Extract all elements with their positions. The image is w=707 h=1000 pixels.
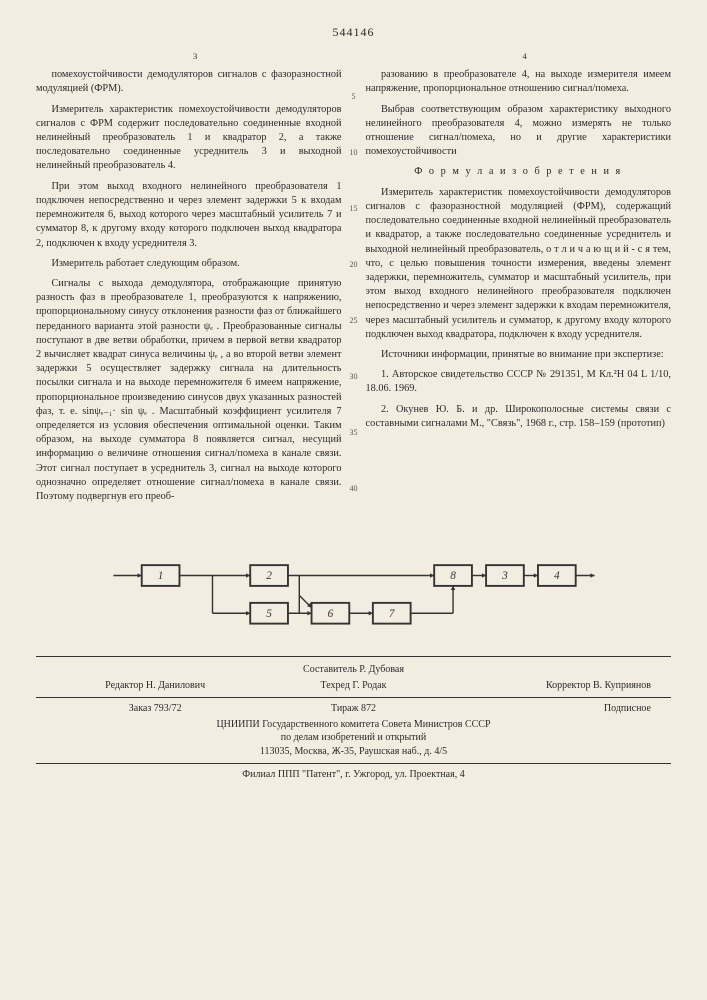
doc-number: 544146	[36, 24, 671, 41]
org-line2: по делам изобретений и открытий	[36, 731, 671, 745]
svg-text:4: 4	[554, 570, 560, 582]
para: При этом выход входного нелинейного прео…	[36, 180, 342, 251]
line-num: 15	[350, 203, 358, 214]
line-num: 40	[350, 483, 358, 494]
para: 2. Окунев Ю. Б. и др. Широкополосные сис…	[366, 403, 672, 431]
footer: Составитель Р. Дубовая Редактор Н. Данил…	[36, 656, 671, 782]
para: 1. Авторское свидетельство СССР № 291351…	[366, 368, 672, 396]
right-column: 4 разованию в преобразователе 4, на выхо…	[366, 51, 672, 511]
compiler: Составитель Р. Дубовая	[36, 663, 671, 677]
subscription: Подписное	[453, 702, 651, 716]
svg-text:8: 8	[450, 570, 456, 582]
line-num: 10	[350, 147, 358, 158]
para: помехоустойчивости демодуляторов сигнало…	[36, 68, 342, 96]
line-num: 30	[350, 371, 358, 382]
para: Измеритель работает следующим образом.	[36, 257, 342, 271]
address1: 113035, Москва, Ж-35, Раушская наб., д. …	[36, 745, 671, 759]
line-num: 5	[352, 91, 356, 102]
columns-wrapper: 5 10 15 20 25 30 35 40 3 помехоустойчиво…	[36, 51, 671, 511]
block-diagram: 1 2 5 6 7 8 3 4	[104, 524, 604, 644]
order: Заказ 793/72	[56, 702, 254, 716]
circulation: Тираж 872	[254, 702, 452, 716]
svg-text:7: 7	[388, 608, 395, 620]
tech: Техред Г. Родак	[254, 679, 452, 693]
svg-text:3: 3	[501, 570, 508, 582]
col-number-right: 4	[366, 51, 672, 63]
formula-heading: Ф о р м у л а и з о б р е т е н и я	[366, 165, 672, 179]
corrector: Корректор В. Куприянов	[453, 679, 651, 693]
para: Выбрав соответствующим образом характери…	[366, 103, 672, 160]
para: Источники информации, принятые во вниман…	[366, 348, 672, 362]
editor: Редактор Н. Данилович	[56, 679, 254, 693]
left-column: 3 помехоустойчивости демодуляторов сигна…	[36, 51, 342, 511]
org-line1: ЦНИИПИ Государственного комитета Совета …	[36, 718, 671, 732]
para: Сигналы с выхода демодулятора, отображаю…	[36, 277, 342, 504]
address2: Филиал ППП "Патент", г. Ужгород, ул. Про…	[36, 768, 671, 782]
col-number-left: 3	[36, 51, 342, 63]
line-num: 20	[350, 259, 358, 270]
para: Измеритель характеристик помехоустойчиво…	[366, 186, 672, 342]
para: Измеритель характеристик помехоустойчиво…	[36, 103, 342, 174]
line-num: 35	[350, 427, 358, 438]
svg-text:2: 2	[266, 570, 272, 582]
svg-text:6: 6	[327, 608, 333, 620]
svg-text:5: 5	[266, 608, 272, 620]
para: разованию в преобразователе 4, на выходе…	[366, 68, 672, 96]
svg-text:1: 1	[157, 570, 163, 582]
columns: 3 помехоустойчивости демодуляторов сигна…	[36, 51, 671, 511]
line-num: 25	[350, 315, 358, 326]
